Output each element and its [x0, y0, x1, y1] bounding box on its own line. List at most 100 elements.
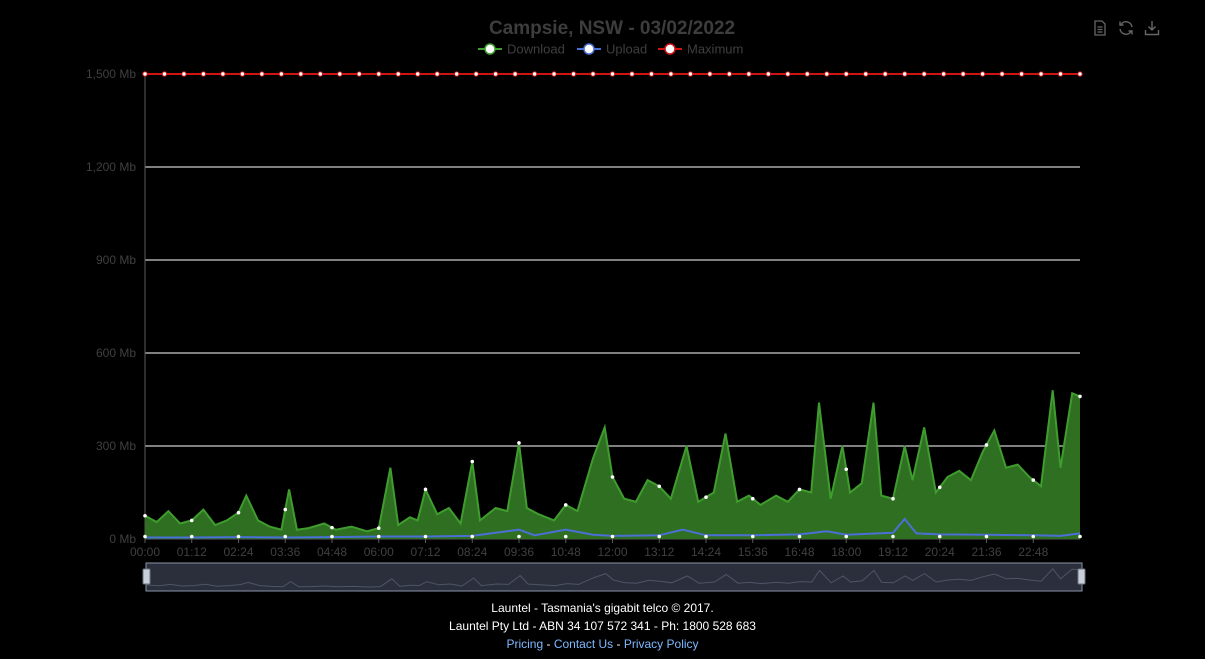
upload-line: [145, 517, 1081, 539]
download-point: [984, 443, 989, 447]
x-tick-label: 21:36: [971, 545, 1001, 559]
footer-separator: -: [543, 637, 554, 651]
maximum-point: [999, 71, 1005, 77]
download-point: [610, 475, 615, 479]
x-tick-label: 22:48: [1018, 545, 1048, 559]
upload-point: [844, 534, 849, 539]
x-tick-label: 00:00: [130, 545, 160, 559]
maximum-point: [1077, 71, 1083, 77]
y-tick-label: 600 Mb: [96, 346, 136, 360]
maximum-point: [882, 71, 888, 77]
download-point: [797, 487, 802, 492]
maximum-point: [590, 71, 596, 77]
download-point: [937, 485, 942, 490]
maximum-point: [142, 71, 148, 77]
maximum-point: [512, 71, 518, 77]
upload-point: [750, 534, 755, 539]
maximum-point: [453, 71, 460, 77]
legend-label: Maximum: [687, 42, 743, 57]
upload-point: [937, 534, 942, 539]
x-tick-label: 18:00: [831, 545, 861, 559]
maximum-point: [415, 71, 421, 77]
maximum-point: [765, 71, 772, 77]
maximum-point: [629, 71, 635, 77]
x-tick-label: 02:24: [223, 545, 253, 559]
maximum-point: [921, 71, 927, 77]
maximum-point: [161, 71, 168, 77]
x-tick-label: 19:12: [878, 545, 908, 559]
maximum-point: [687, 71, 694, 77]
maximum-point: [1018, 71, 1025, 77]
maximum-point: [473, 71, 479, 77]
x-tick-label: 14:24: [691, 545, 721, 559]
maximum-point: [707, 71, 713, 77]
maximum-point: [278, 71, 285, 77]
legend-item-maximum[interactable]: Maximum: [658, 42, 743, 57]
maximum-point: [317, 71, 324, 77]
privacy-policy-link[interactable]: Privacy Policy: [623, 637, 699, 651]
zoom-handle-left[interactable]: [142, 568, 151, 585]
x-tick-label: 08:24: [457, 545, 487, 559]
upload-point: [984, 534, 989, 539]
x-tick-label: 16:48: [784, 545, 814, 559]
y-axis: 0 Mb 300 Mb 600 Mb 900 Mb 1,200 Mb 1,500 Mb: [86, 67, 146, 546]
footer: Launtel - Tasmania's gigabit telco © 201…: [0, 599, 1205, 653]
legend-label: Download: [507, 42, 565, 57]
zoom-handle-right[interactable]: [1077, 568, 1086, 585]
y-tick-label: 1,200 Mb: [86, 160, 136, 174]
chart-legend[interactable]: Download Upload Maximum: [478, 42, 743, 57]
footer-copyright: Launtel - Tasmania's gigabit telco © 201…: [491, 601, 714, 615]
download-point: [657, 484, 662, 489]
maximum-point: [259, 71, 265, 77]
x-tick-label: 04:48: [317, 545, 347, 559]
maximum-point: [804, 71, 810, 77]
download-area: [145, 390, 1080, 539]
maximum-point: [200, 71, 207, 77]
upload-point: [891, 534, 895, 539]
upload-point: [189, 534, 194, 539]
upload-point: [470, 534, 475, 539]
contact-us-link[interactable]: Contact Us: [553, 637, 614, 651]
x-tick-label: 20:24: [925, 545, 955, 559]
maximum-point: [395, 71, 401, 77]
restore-icon[interactable]: [1117, 19, 1135, 37]
x-tick-label: 03:36: [270, 545, 300, 559]
upload-point: [423, 534, 428, 539]
zoom-track: [145, 562, 1083, 592]
maximum-point: [220, 71, 226, 77]
maximum-point: [940, 71, 947, 77]
traffic-chart[interactable]: Campsie, NSW - 03/02/2022 Download Upload…: [0, 0, 1205, 600]
y-tick-label: 900 Mb: [96, 253, 136, 267]
maximum-point: [356, 71, 362, 77]
download-point: [330, 525, 334, 530]
pricing-link[interactable]: Pricing: [506, 637, 544, 651]
save-image-icon[interactable]: [1143, 19, 1161, 37]
x-tick-label: 15:36: [738, 545, 768, 559]
legend-item-download[interactable]: Download: [478, 42, 565, 57]
maximum-point: [298, 71, 304, 77]
upload-point: [797, 534, 802, 539]
maximum-point: [785, 71, 791, 77]
download-point: [517, 441, 521, 445]
download-point: [844, 467, 849, 472]
zoom-preview-line: [146, 568, 1081, 588]
upload-point: [610, 534, 615, 539]
upload-point: [1031, 534, 1036, 539]
maximum-point: [1057, 71, 1064, 77]
maximum-point: [863, 71, 869, 77]
y-tick-label: 1,500 Mb: [86, 67, 136, 81]
upload-point: [1078, 534, 1082, 539]
x-tick-label: 01:12: [177, 545, 207, 559]
y-tick-label: 0 Mb: [109, 532, 136, 546]
data-zoom-slider[interactable]: [142, 562, 1086, 592]
maximum-point: [843, 71, 849, 77]
x-tick-label: 13:12: [644, 545, 674, 559]
maximum-point: [531, 71, 538, 77]
maximum-point: [570, 71, 577, 77]
legend-item-upload[interactable]: Upload: [577, 42, 647, 57]
maximum-point: [376, 71, 382, 77]
upload-point: [236, 534, 241, 539]
maximum-point: [239, 71, 246, 77]
data-view-icon[interactable]: [1091, 19, 1109, 37]
upload-point: [563, 534, 568, 539]
